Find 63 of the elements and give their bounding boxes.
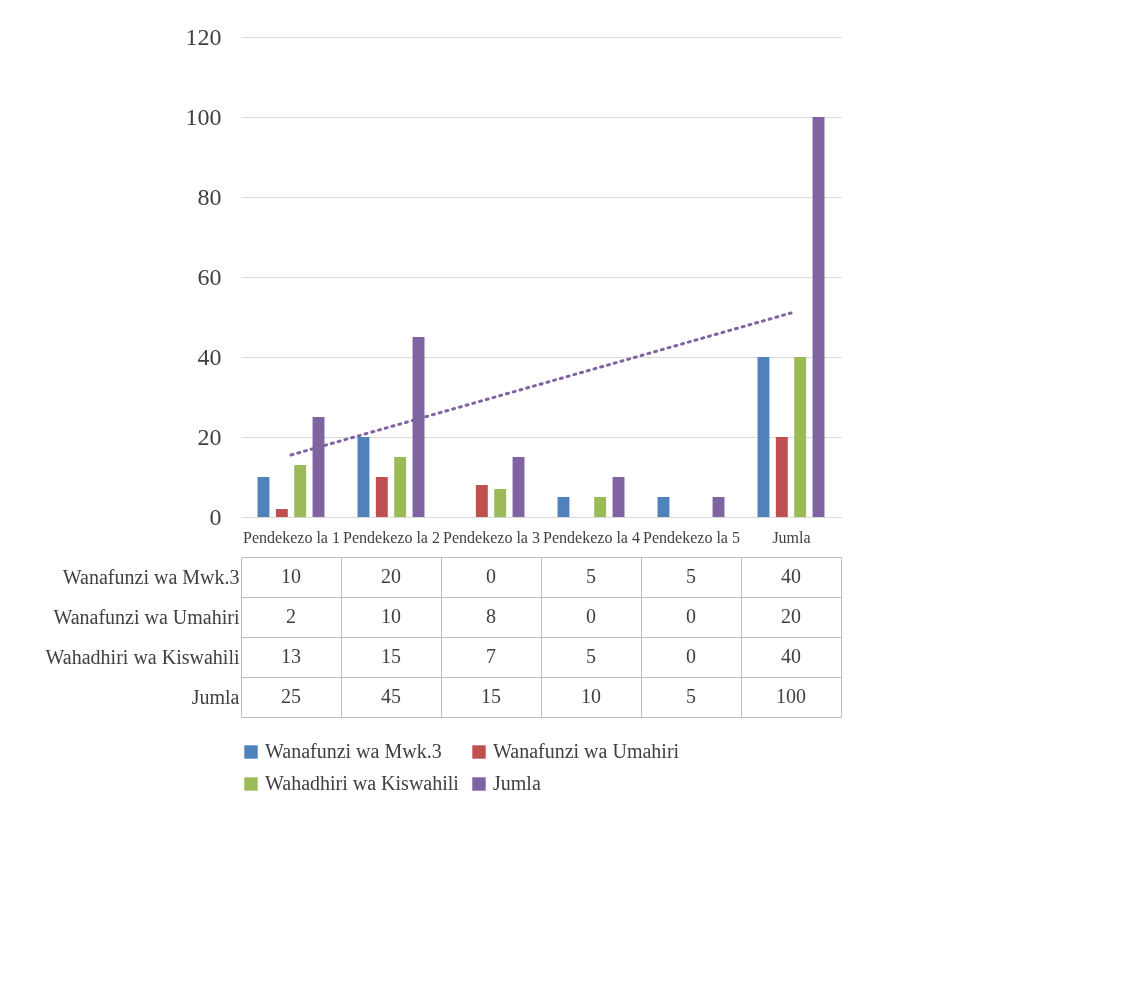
legend-label: Jumla [493,772,541,794]
bar [812,117,825,517]
bar [394,457,407,517]
bar [712,497,725,517]
x-tick-label: Pendekezo la 4 [543,528,640,546]
data-label: 0 [686,645,696,667]
text: Jumla [191,685,240,708]
x-tick-label: Pendekezo la 2 [343,528,440,546]
data-label: 15 [381,645,401,667]
y-tick-label: 40 [197,343,222,370]
data-label: 20 [381,565,401,587]
legend-label: Wahadhiri wa Kiswahili [265,772,460,794]
y-tick-label: 60 [197,263,222,290]
data-label: 7 [486,645,496,667]
data-label: 40 [781,645,801,667]
data-label: 20 [781,605,801,627]
data-label: 0 [586,605,596,627]
bar [294,465,307,517]
data-label: 2 [286,605,296,627]
bar [275,509,288,517]
data-label: 0 [486,565,496,587]
x-tick-label: Pendekezo la 5 [643,528,740,546]
data-label: 10 [381,605,401,627]
y-tick-label: 120 [185,23,222,50]
bar [375,477,388,517]
y-tick-label: 80 [197,183,222,210]
data-label: 40 [781,565,801,587]
y-tick-label: 20 [197,423,222,450]
bar [475,485,488,517]
text: Wanafunzi wa Umahiri [53,605,240,628]
bar [557,497,570,517]
bar [775,437,788,517]
data-label: 5 [686,685,696,707]
bar [612,477,625,517]
bar [357,437,370,517]
x-tick-label: Jumla [772,528,811,546]
y-tick-label: 0 [209,503,222,530]
data-label: 5 [686,565,696,587]
data-label: 10 [581,685,601,707]
bar [512,457,525,517]
bar [594,497,607,517]
bar [494,489,507,517]
data-label: 0 [686,605,696,627]
data-label: 45 [381,685,401,707]
bar [257,477,270,517]
data-label: 5 [586,645,596,667]
data-label: 13 [281,645,301,667]
data-label: 15 [481,685,501,707]
data-label: 5 [586,565,596,587]
text: Wanafunzi wa Mwk.3 [62,565,240,588]
legend-label: Wanafunzi wa Umahiri [493,740,680,762]
data-label: 8 [486,605,496,627]
y-tick-label: 100 [185,103,222,130]
x-tick-label: Pendekezo la 1 [243,528,340,546]
data-label: 25 [281,685,301,707]
legend-label: Wanafunzi wa Mwk.3 [265,740,442,762]
text: Wahadhiri wa Kiswahili [45,645,240,668]
bar [657,497,670,517]
bar [757,357,770,517]
data-label: 100 [776,685,806,707]
x-tick-label: Pendekezo la 3 [443,528,540,546]
data-label: 10 [281,565,301,587]
bar [794,357,807,517]
